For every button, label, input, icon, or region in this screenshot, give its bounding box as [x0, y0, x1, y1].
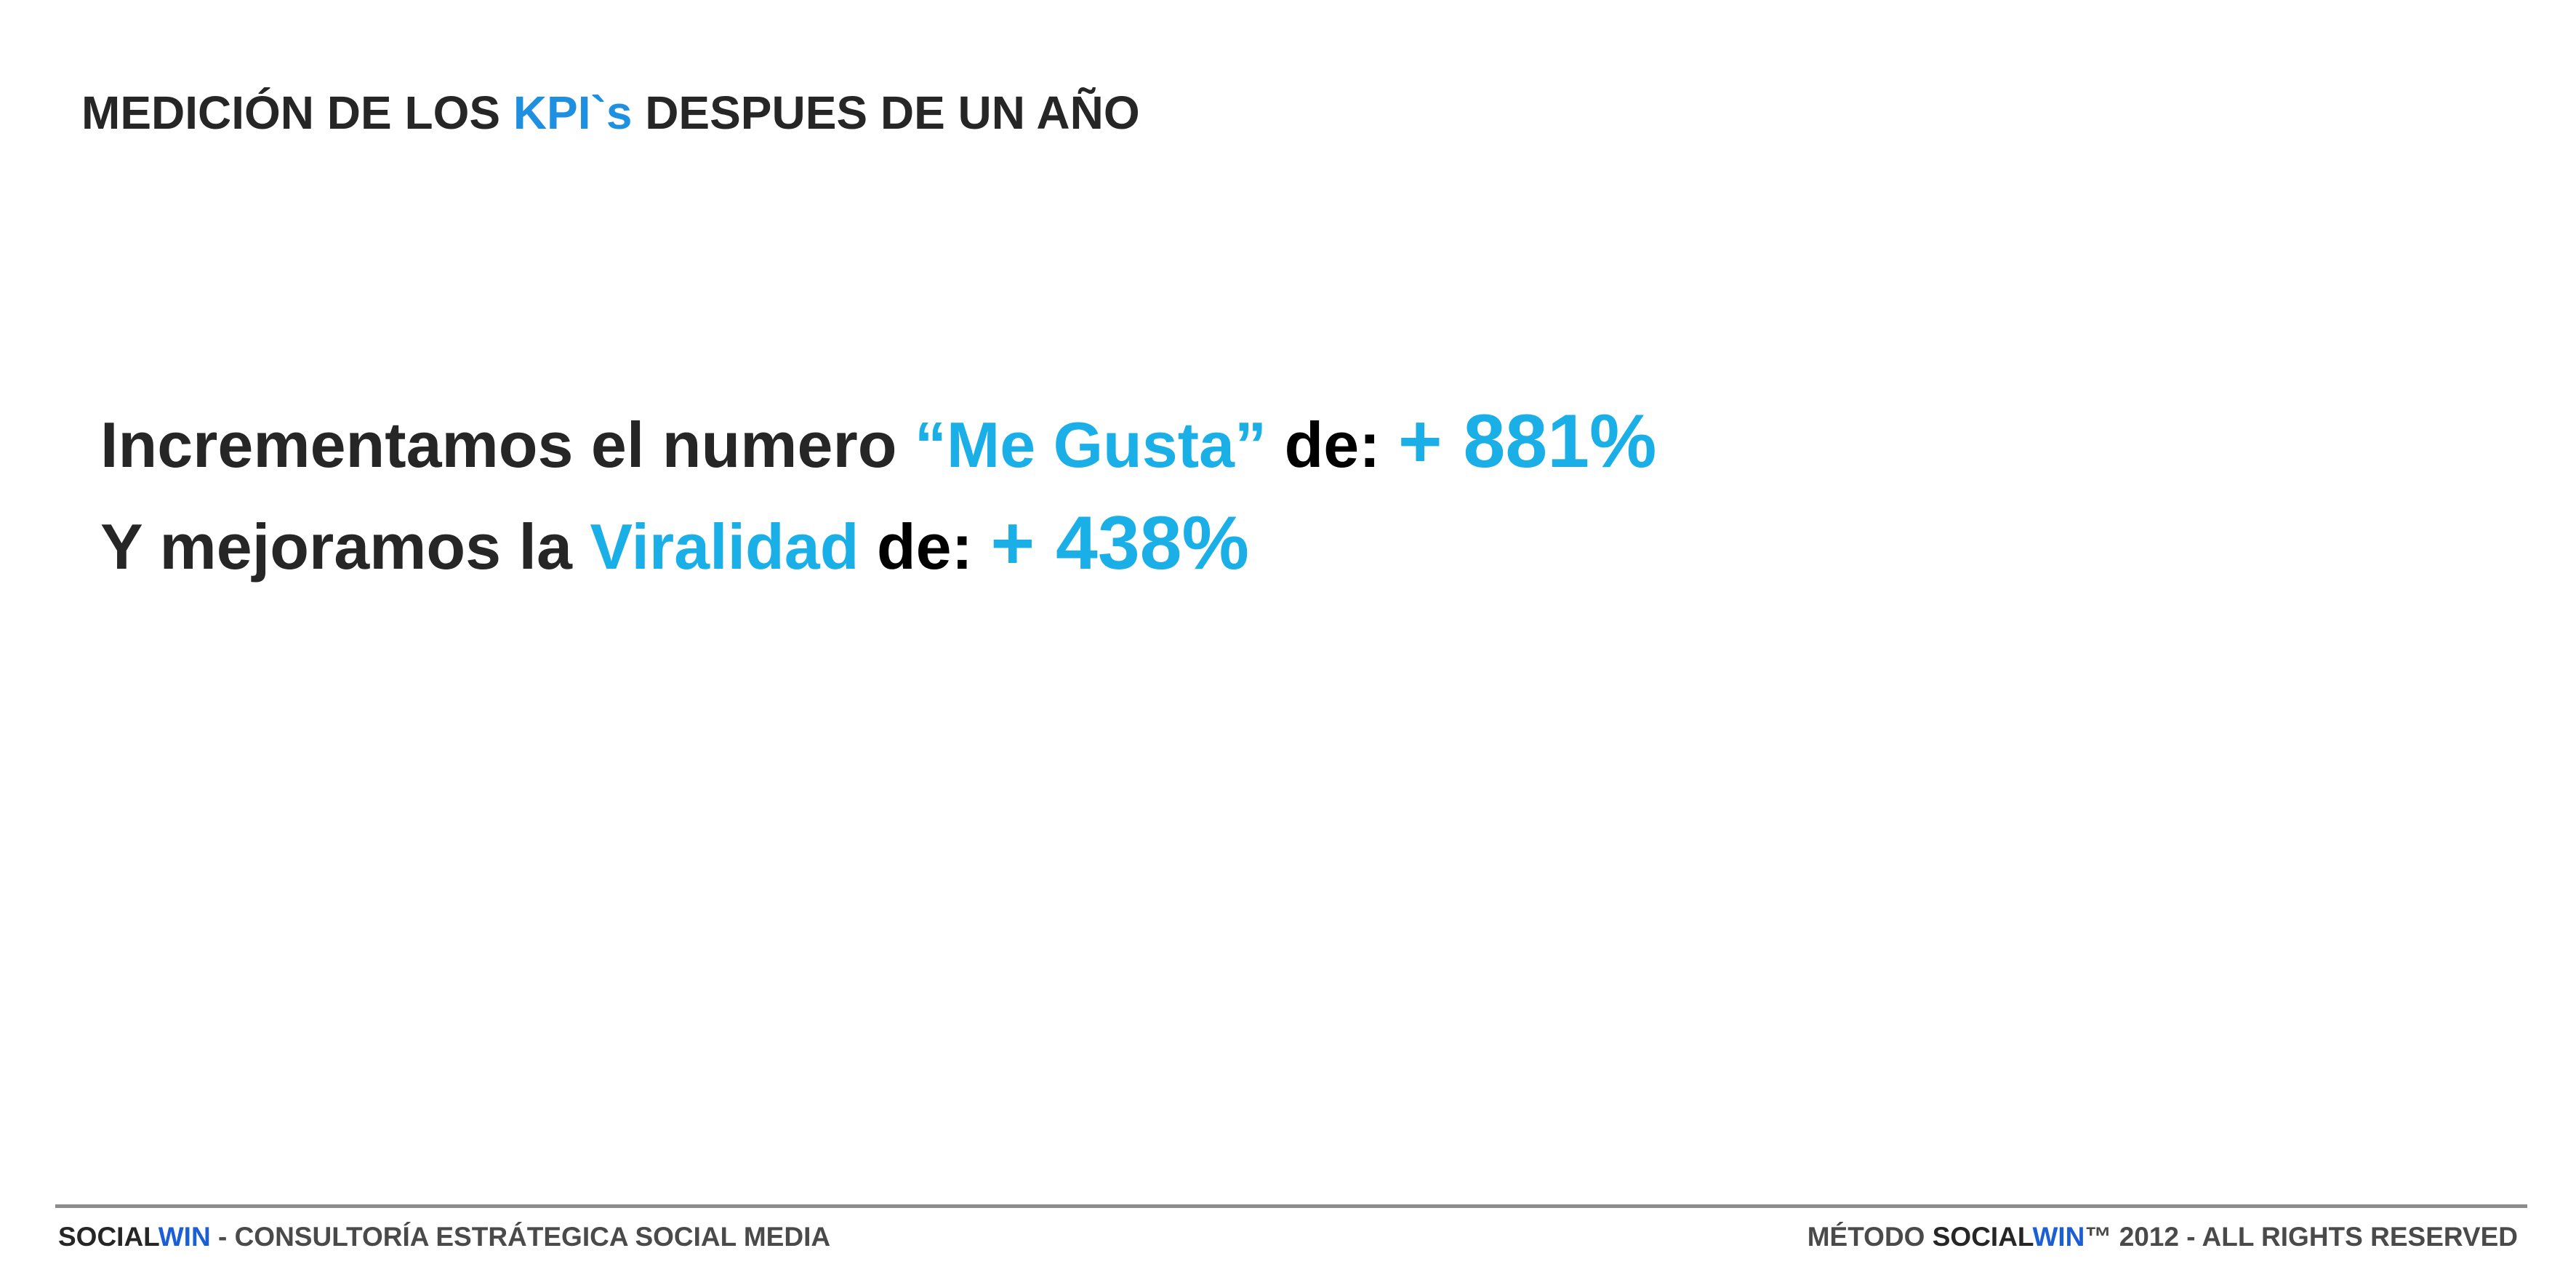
footer-divider [55, 1204, 2527, 1208]
footer-right-brand-social: SOCIAL [1932, 1222, 2033, 1252]
footer-right: MÉTODO SOCIALWIN™ 2012 - ALL RIGHTS RESE… [1807, 1222, 2518, 1252]
kpi-likes-line: Incrementamos el numero “Me Gusta” de: +… [100, 399, 1657, 485]
kpi-virality-line: Y mejoramos la Viralidad de: + 438% [100, 500, 1249, 587]
kpi-virality-text-a: Y mejoramos la [100, 511, 590, 583]
title-part-1: MEDICIÓN DE LOS [81, 87, 513, 139]
footer-right-brand-win: WIN [2032, 1222, 2085, 1252]
kpi-virality-highlight: Viralidad [590, 511, 859, 583]
footer-left-text: - CONSULTORÍA ESTRÁTEGICA SOCIAL MEDIA [210, 1222, 831, 1252]
kpi-virality-value: + 438% [990, 501, 1249, 585]
kpi-likes-text-a: Incrementamos el numero [100, 409, 915, 481]
footer-left-brand-win: WIN [158, 1222, 211, 1252]
kpi-likes-value: + 881% [1397, 399, 1657, 484]
title-highlight-kpis: KPI`s [513, 87, 633, 139]
kpi-likes-highlight: “Me Gusta” [914, 409, 1267, 481]
title-part-2: DESPUES DE UN AÑO [632, 87, 1140, 139]
footer-right-text-a: MÉTODO [1807, 1222, 1933, 1252]
kpi-virality-text-b: de: [859, 511, 991, 583]
footer-left: SOCIALWIN - CONSULTORÍA ESTRÁTEGICA SOCI… [58, 1222, 830, 1252]
kpi-likes-text-b: de: [1267, 409, 1398, 481]
footer-left-brand-social: SOCIAL [58, 1222, 159, 1252]
footer-right-text-b: ™ 2012 - ALL RIGHTS RESERVED [2085, 1222, 2518, 1252]
slide-title: MEDICIÓN DE LOS KPI`s DESPUES DE UN AÑO [81, 86, 1140, 140]
